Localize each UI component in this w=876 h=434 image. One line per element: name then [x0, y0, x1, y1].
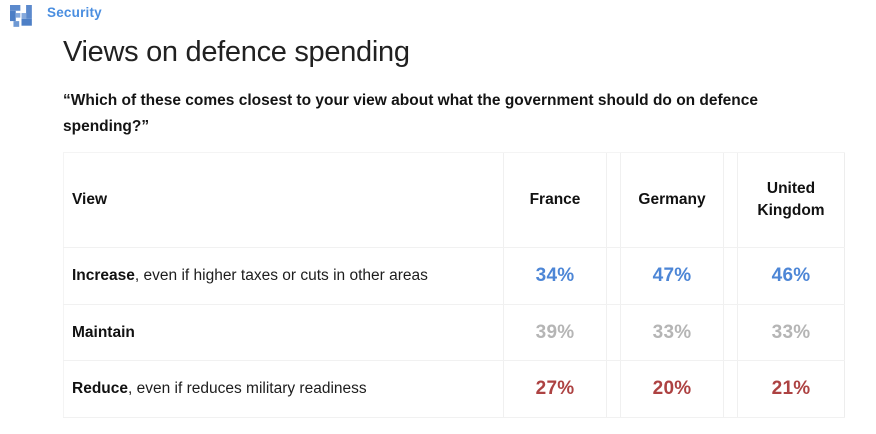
- row-label: Reduce, even if reduces military readine…: [63, 361, 490, 417]
- value-cell-germany: 20%: [620, 361, 724, 417]
- top-bar: [10, 5, 33, 28]
- nav-section-security[interactable]: Security: [47, 5, 102, 20]
- value-cell-united-kingdom: 21%: [737, 361, 845, 417]
- column-header-germany: Germany: [620, 153, 724, 247]
- column-gap: [490, 248, 503, 304]
- survey-question: “Which of these comes closest to your vi…: [63, 92, 759, 135]
- value-cell-france: 34%: [503, 248, 607, 304]
- value-cell-united-kingdom: 33%: [737, 305, 845, 360]
- column-gap: [607, 248, 620, 304]
- column-header-united-kingdom: United Kingdom: [737, 153, 845, 247]
- column-gap: [490, 153, 503, 247]
- column-gap: [724, 248, 737, 304]
- results-table: View France Germany United Kingdom Incre…: [63, 152, 845, 418]
- column-header-view: View: [63, 153, 490, 247]
- focaldata-logo-icon[interactable]: [10, 5, 33, 28]
- value-cell-germany: 47%: [620, 248, 724, 304]
- page-title: Views on defence spending: [63, 36, 410, 68]
- value-cell-france: 39%: [503, 305, 607, 360]
- value-cell-france: 27%: [503, 361, 607, 417]
- table-header-row: View France Germany United Kingdom: [63, 153, 845, 248]
- column-gap: [607, 153, 620, 247]
- column-gap: [490, 305, 503, 360]
- column-gap: [607, 305, 620, 360]
- column-gap: [607, 361, 620, 417]
- table-row-maintain: Maintain 39% 33% 33%: [63, 305, 845, 361]
- value-cell-germany: 33%: [620, 305, 724, 360]
- row-label: Maintain: [63, 305, 490, 360]
- column-header-france: France: [503, 153, 607, 247]
- column-gap: [724, 153, 737, 247]
- column-gap: [490, 361, 503, 417]
- column-gap: [724, 305, 737, 360]
- row-label: Increase, even if higher taxes or cuts i…: [63, 248, 490, 304]
- table-row-reduce: Reduce, even if reduces military readine…: [63, 361, 845, 418]
- value-cell-united-kingdom: 46%: [737, 248, 845, 304]
- column-gap: [724, 361, 737, 417]
- table-row-increase: Increase, even if higher taxes or cuts i…: [63, 248, 845, 305]
